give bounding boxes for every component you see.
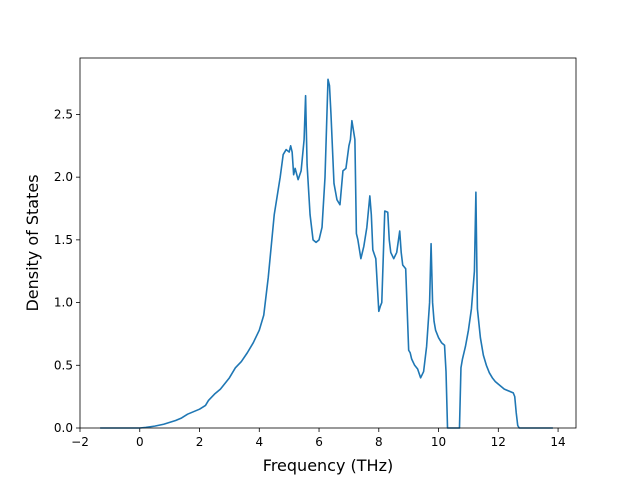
x-axis-label: Frequency (THz) [263, 456, 393, 475]
y-tick-label: 0.0 [54, 421, 73, 435]
x-tick-label: 12 [491, 435, 506, 449]
y-tick-label: 1.5 [54, 233, 73, 247]
x-tick-label: 2 [196, 435, 204, 449]
x-tick-label: 8 [375, 435, 383, 449]
x-tick-label: 14 [550, 435, 565, 449]
x-tick-label: 10 [431, 435, 446, 449]
x-axis-ticks: −2 0 2 4 6 8 10 12 14 [71, 428, 566, 449]
y-tick-label: 1.0 [54, 296, 73, 310]
y-axis-ticks: 0.0 0.5 1.0 1.5 2.0 2.5 [54, 107, 80, 435]
y-tick-label: 2.0 [54, 170, 73, 184]
x-tick-label: 6 [315, 435, 323, 449]
y-tick-label: 0.5 [54, 358, 73, 372]
x-tick-label: 4 [255, 435, 263, 449]
y-tick-label: 2.5 [54, 107, 73, 121]
y-axis-label: Density of States [23, 174, 42, 311]
plot-background [80, 58, 576, 428]
plot-frame [79, 57, 577, 429]
x-tick-label: −2 [71, 435, 89, 449]
x-tick-label: 0 [136, 435, 144, 449]
dos-series-line [100, 78, 553, 429]
